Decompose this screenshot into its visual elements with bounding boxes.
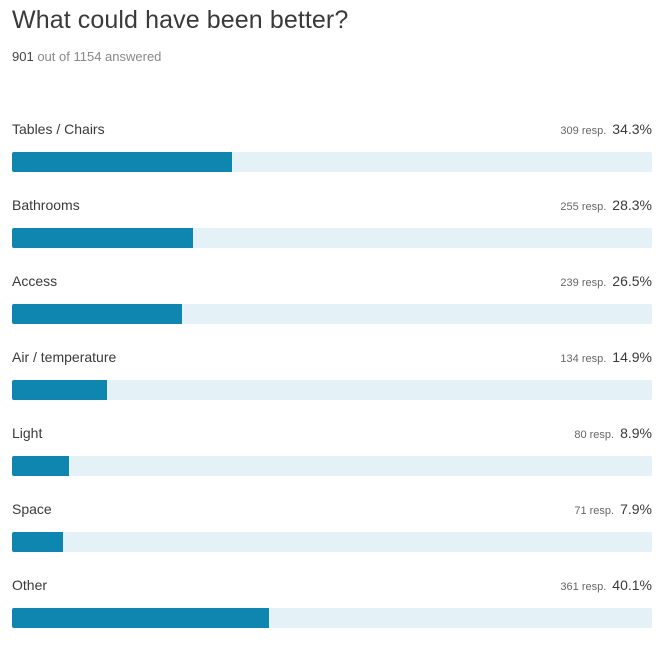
- bar-stats: 71 resp. 7.9%: [574, 501, 652, 517]
- bar-stats: 361 resp. 40.1%: [560, 577, 652, 593]
- bar-fill: [12, 380, 108, 400]
- bar-stats: 239 resp. 26.5%: [560, 273, 652, 289]
- bar-fill: [12, 608, 269, 628]
- bar-percent: 7.9%: [620, 501, 652, 517]
- bar-label: Bathrooms: [12, 197, 80, 213]
- answered-total-text: out of 1154 answered: [37, 49, 162, 64]
- bar-response-count: 80 resp.: [574, 429, 615, 441]
- bar-percent: 34.3%: [612, 121, 652, 137]
- bar-response-count: 239 resp.: [560, 277, 607, 289]
- bar-response-count: 71 resp.: [574, 505, 615, 517]
- bar-stats: 80 resp. 8.9%: [574, 425, 652, 441]
- bar-response-count: 255 resp.: [560, 201, 607, 213]
- answered-count: 901: [12, 49, 34, 64]
- bar-label: Access: [12, 273, 58, 289]
- page-title: What could have been better?: [12, 6, 349, 34]
- bar-row: Other 361 resp. 40.1%: [12, 577, 652, 653]
- bar-row: Light 80 resp. 8.9%: [12, 425, 652, 501]
- bar-track: [12, 152, 652, 172]
- bar-percent: 14.9%: [612, 349, 652, 365]
- bar-label: Space: [12, 501, 52, 517]
- bar-fill: [12, 532, 63, 552]
- bar-response-count: 309 resp.: [560, 125, 607, 137]
- bar-fill: [12, 152, 232, 172]
- bar-label: Air / temperature: [12, 349, 117, 365]
- bar-label: Light: [12, 425, 43, 441]
- bar-row: Space 71 resp. 7.9%: [12, 501, 652, 577]
- bar-percent: 26.5%: [612, 273, 652, 289]
- bar-label: Other: [12, 577, 48, 593]
- bar-percent: 8.9%: [620, 425, 652, 441]
- bar-row: Air / temperature 134 resp. 14.9%: [12, 349, 652, 425]
- bar-track: [12, 532, 652, 552]
- bar-response-count: 361 resp.: [560, 581, 607, 593]
- bar-fill: [12, 456, 69, 476]
- bar-track: [12, 608, 652, 628]
- answered-summary: 901 out of 1154 answered: [12, 49, 161, 64]
- bar-row: Access 239 resp. 26.5%: [12, 273, 652, 349]
- bar-chart: Tables / Chairs 309 resp. 34.3% Bathrooms…: [12, 121, 652, 653]
- bar-stats: 255 resp. 28.3%: [560, 197, 652, 213]
- bar-fill: [12, 228, 194, 248]
- bar-fill: [12, 304, 182, 324]
- bar-stats: 309 resp. 34.3%: [560, 121, 652, 137]
- bar-label: Tables / Chairs: [12, 121, 105, 137]
- bar-percent: 28.3%: [612, 197, 652, 213]
- bar-track: [12, 228, 652, 248]
- bar-stats: 134 resp. 14.9%: [560, 349, 652, 365]
- bar-response-count: 134 resp.: [560, 353, 607, 365]
- bar-percent: 40.1%: [612, 577, 652, 593]
- bar-track: [12, 380, 652, 400]
- bar-row: Bathrooms 255 resp. 28.3%: [12, 197, 652, 273]
- bar-track: [12, 304, 652, 324]
- bar-row: Tables / Chairs 309 resp. 34.3%: [12, 121, 652, 197]
- bar-track: [12, 456, 652, 476]
